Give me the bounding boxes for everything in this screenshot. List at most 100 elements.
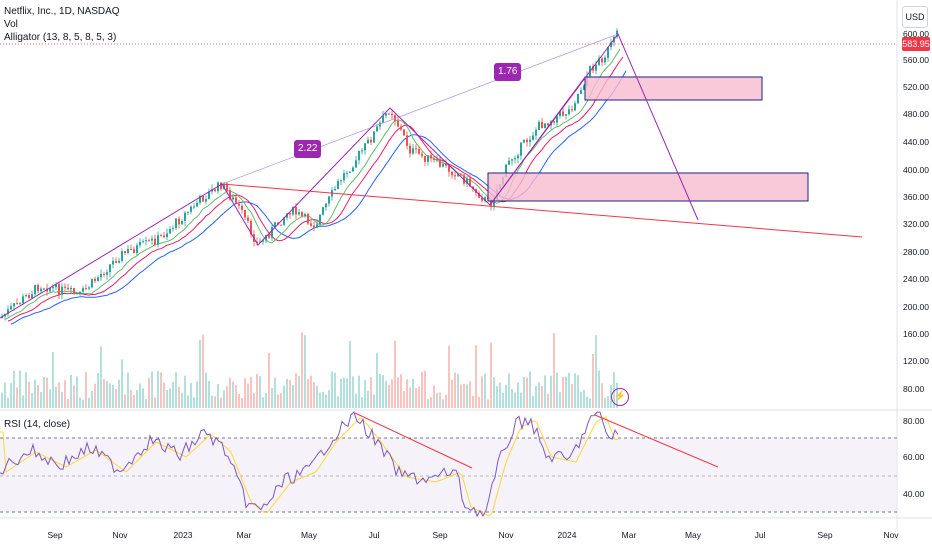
volume-bar	[550, 375, 552, 408]
candle-body	[610, 42, 612, 47]
volume-bar	[520, 392, 522, 408]
volume-bar	[16, 387, 18, 408]
demand-zone-lower[interactable]	[487, 172, 809, 202]
volume-bar	[406, 379, 408, 408]
volume-bar	[151, 371, 153, 408]
candle-body	[409, 145, 411, 154]
candle-body	[358, 151, 360, 161]
volume-bar	[442, 399, 444, 408]
volume-bar	[469, 381, 471, 408]
candle-body	[118, 260, 120, 263]
volume-bar	[175, 372, 177, 408]
demand-zone-upper[interactable]	[584, 76, 763, 101]
volume-bar	[148, 378, 150, 408]
volume-bar	[52, 351, 54, 408]
candle-body	[289, 213, 291, 215]
volume-bar	[334, 372, 336, 408]
candle-body	[607, 46, 609, 58]
volume-bar	[79, 397, 81, 408]
volume-bar	[403, 391, 405, 408]
candle-body	[40, 288, 42, 292]
ratio-label-1[interactable]: 2.22	[294, 140, 322, 158]
pattern-leg[interactable]	[489, 76, 586, 206]
symbol-legend[interactable]: Netflix, Inc., 1D, NASDAQ	[4, 6, 120, 17]
rsi-ma-line	[0, 416, 618, 517]
candlestick-series	[1, 28, 618, 321]
volume-bar	[607, 396, 609, 408]
volume-bar	[514, 392, 516, 408]
rsi-legend[interactable]: RSI (14, close)	[4, 419, 71, 430]
volume-bar	[10, 383, 12, 408]
last-price-label: 583.95	[902, 37, 930, 51]
candle-body	[100, 273, 102, 278]
ratio-label-2[interactable]: 1.76	[494, 63, 522, 81]
volume-bar	[37, 385, 39, 408]
candle-body	[163, 235, 165, 238]
volume-bar	[31, 393, 33, 408]
volume-bar	[370, 377, 372, 408]
volume-bar	[472, 395, 474, 408]
time-axis[interactable]: Sep Nov 2023 Mar May Jul Sep Nov 2024 Mar May Jul Se…	[47, 530, 899, 540]
volume-bar	[223, 390, 225, 408]
candle-body	[322, 207, 324, 215]
lightning-icon[interactable]: ⚡	[611, 388, 629, 406]
candle-body	[337, 181, 339, 190]
volume-bar	[373, 394, 375, 408]
volume-bar	[445, 394, 447, 408]
price-tick-label: 440.00	[903, 137, 929, 147]
price-tick-label: 160.00	[903, 329, 929, 339]
candle-body	[310, 223, 312, 226]
candle-body	[313, 225, 315, 228]
candle-body	[424, 155, 426, 162]
price-axis[interactable]: 600.00 560.00 520.00 480.00 440.00 400.00 360.…	[903, 29, 929, 394]
volume-bar	[517, 382, 519, 408]
candle-body	[187, 211, 189, 213]
volume-bar	[361, 397, 363, 408]
volume-bar	[523, 376, 525, 408]
candle-body	[580, 90, 582, 94]
candle-body	[493, 199, 495, 207]
volume-bar	[499, 382, 501, 408]
volume-bar	[388, 384, 390, 408]
volume-bar	[229, 377, 231, 408]
candle-body	[397, 120, 399, 127]
time-tick-label: Nov	[498, 530, 514, 540]
candle-body	[34, 285, 36, 295]
candle-body	[250, 220, 252, 235]
abcd-pattern[interactable]	[0, 33, 699, 319]
volume-bar	[487, 399, 489, 408]
volume-bar	[280, 393, 282, 408]
rsi-divergence-line-2[interactable]	[594, 414, 719, 468]
candle-body	[130, 248, 132, 250]
volume-bar	[391, 379, 393, 408]
volume-bar	[28, 381, 30, 408]
candle-body	[88, 287, 90, 289]
candle-body	[142, 241, 144, 243]
volume-legend[interactable]: Vol	[4, 19, 18, 30]
candle-body	[346, 172, 348, 174]
support-trendline[interactable]	[221, 183, 863, 238]
alligator-legend[interactable]: Alligator (13, 8, 5, 8, 5, 3)	[4, 32, 117, 43]
resistance-trendline[interactable]	[221, 33, 619, 185]
volume-bar	[208, 381, 210, 408]
volume-bar	[490, 342, 492, 408]
candle-body	[373, 131, 375, 143]
candle-body	[37, 285, 39, 292]
price-pane[interactable]	[0, 0, 897, 410]
rsi-tick-label: 80.00	[903, 416, 925, 426]
candle-body	[145, 240, 147, 242]
candle-body	[16, 303, 18, 305]
candle-body	[178, 218, 180, 225]
rsi-divergence-line-1[interactable]	[354, 412, 473, 469]
time-tick-label: Mar	[237, 530, 252, 540]
volume-bar	[274, 377, 276, 408]
volume-bar	[97, 373, 99, 408]
currency-button[interactable]: USD	[902, 6, 928, 28]
candle-body	[247, 217, 249, 221]
volume-bar	[199, 339, 201, 408]
rsi-axis[interactable]: 80.00 60.00 40.00	[903, 416, 925, 499]
volume-bar	[466, 384, 468, 408]
volume-bar	[157, 371, 159, 408]
volume-bar	[172, 381, 174, 408]
